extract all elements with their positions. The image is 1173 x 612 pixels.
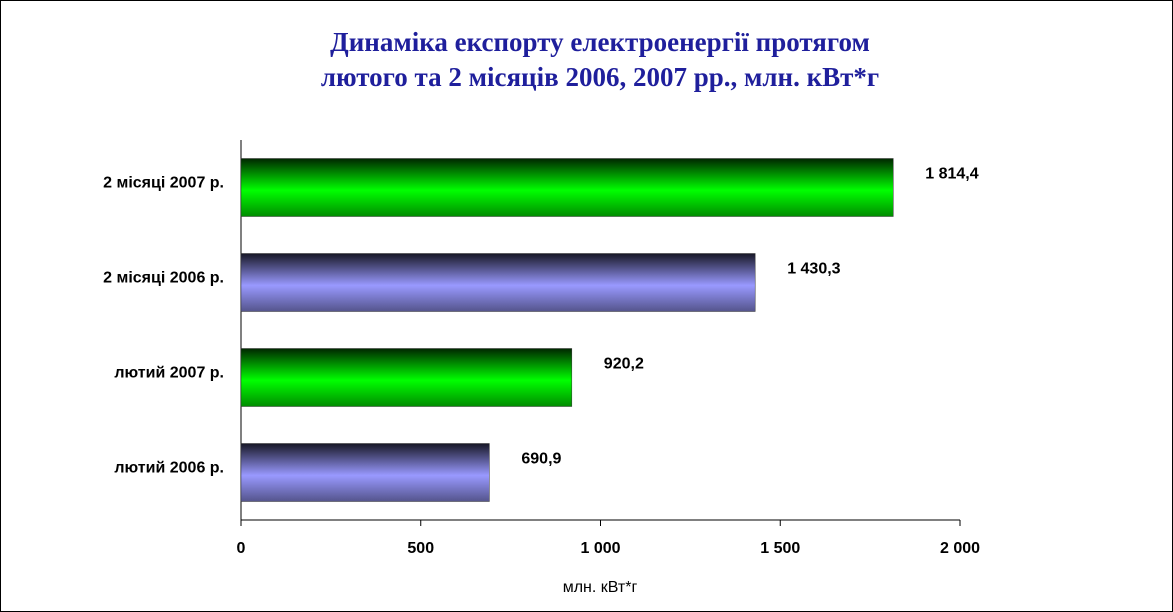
x-tick-label: 500 — [407, 540, 434, 557]
value-label: 920,2 — [604, 356, 644, 373]
x-tick-label: 1 000 — [580, 540, 620, 557]
x-tick-label: 0 — [237, 540, 246, 557]
bar — [240, 443, 490, 502]
x-tick-label: 1 500 — [760, 540, 800, 557]
x-tick-label: 2 000 — [940, 540, 980, 557]
category-label: 2 місяці 2006 р. — [103, 270, 224, 287]
chart-title: лютого та 2 місяців 2006, 2007 рр., млн.… — [321, 62, 879, 92]
bar — [240, 253, 756, 312]
chart-title: Динаміка експорту електроенергії протяго… — [330, 27, 870, 57]
bar — [240, 348, 573, 407]
x-axis-label: млн. кВт*г — [563, 579, 638, 596]
category-label: 2 місяці 2007 р. — [103, 175, 224, 192]
category-label: лютий 2007 р. — [114, 365, 224, 382]
bar — [240, 158, 894, 217]
value-label: 1 430,3 — [787, 261, 840, 278]
value-label: 690,9 — [521, 451, 561, 468]
category-label: лютий 2006 р. — [114, 460, 224, 477]
value-label: 1 814,4 — [925, 166, 978, 183]
